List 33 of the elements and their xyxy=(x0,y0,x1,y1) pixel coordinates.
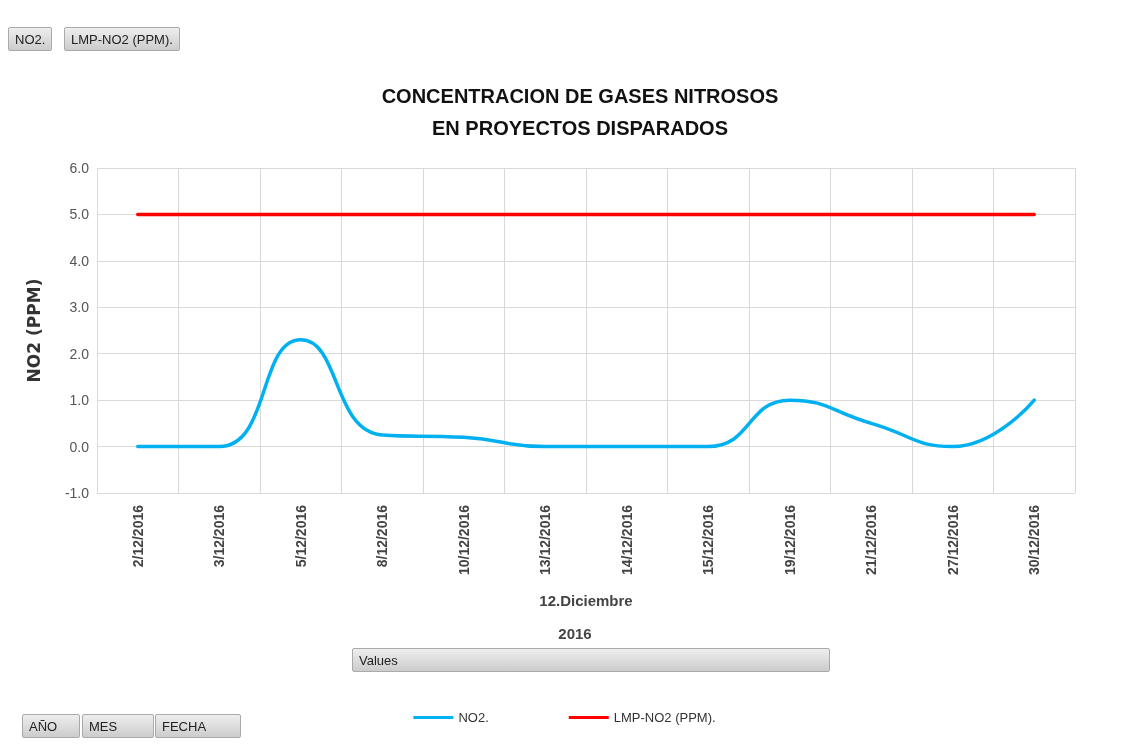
y-tick-label: 5.0 xyxy=(69,206,90,223)
x-tick-label: 19/12/2016 xyxy=(781,504,798,576)
chart-title: CONCENTRACION DE GASES NITROSOS EN PROYECTOS DISPARADOS xyxy=(381,85,779,139)
x-tick-label: 2/12/2016 xyxy=(129,504,146,568)
x-tick-label: 15/12/2016 xyxy=(700,504,717,576)
legend-label: LMP-NO2 (PPM). xyxy=(613,710,716,725)
y-tick-label: 3.0 xyxy=(69,299,90,316)
x-tick-label: 30/12/2016 xyxy=(1026,504,1043,576)
y-tick-label: 2.0 xyxy=(69,345,90,362)
field-button: Values xyxy=(352,648,830,672)
x-tick-label: 10/12/2016 xyxy=(455,504,472,576)
y-axis-title: NO2 (PPM) xyxy=(23,278,44,383)
x-tick-label: 5/12/2016 xyxy=(292,504,309,568)
field-button: NO2. xyxy=(8,27,53,51)
y-tick-label: 1.0 xyxy=(69,392,90,409)
y-tick-label: 4.0 xyxy=(69,252,90,269)
y-tick-label: 6.0 xyxy=(69,160,90,176)
x-tick-label: 21/12/2016 xyxy=(863,504,880,576)
x-tick-label: 14/12/2016 xyxy=(618,504,635,576)
x-tick-label: 13/12/2016 xyxy=(537,504,554,576)
x-tick-label: 8/12/2016 xyxy=(374,504,391,568)
line-series xyxy=(136,338,1036,449)
y-tick-label: 0.0 xyxy=(69,438,90,455)
field-button: LMP-NO2 (PPM). xyxy=(64,27,180,51)
field-button: FECHA xyxy=(155,714,241,738)
x-tick-label: 3/12/2016 xyxy=(211,504,228,568)
field-button: MES xyxy=(82,714,154,738)
x-axis-title: 12.Diciembre xyxy=(539,592,633,609)
field-button: AÑO xyxy=(22,714,80,738)
legend-label: NO2. xyxy=(458,710,489,725)
y-tick-label: -1.0 xyxy=(64,485,90,501)
text: 2016 xyxy=(558,625,592,642)
x-tick-label: 27/12/2016 xyxy=(944,504,961,576)
